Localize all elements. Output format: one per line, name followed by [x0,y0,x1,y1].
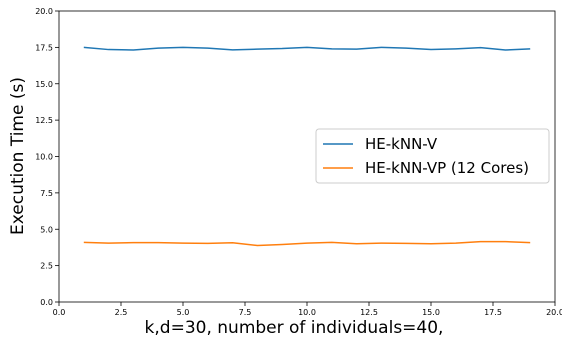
x-tick-label: 15.0 [422,308,440,317]
x-tick-label: 0.0 [53,308,66,317]
x-axis-label: k,d=30, number of individuals=40, [145,318,444,338]
x-tick-label: 20.0 [546,308,562,317]
series-line-1 [83,240,531,247]
y-tick-label: 2.5 [40,262,53,271]
y-tick-label: 15.0 [35,80,53,89]
y-axis-label: Execution Time (s) [8,77,28,235]
plot-frame [58,10,556,303]
y-tick-label: 7.5 [40,189,53,198]
series-line-0 [83,46,531,51]
y-tick-label: 0.0 [40,298,53,307]
x-tick-label: 5.0 [177,308,190,317]
x-axis-ticks: 0.0 2.5 5.0 7.5 10.0 12.5 15.0 17.5 20.0 [53,302,562,317]
y-tick-label: 12.5 [35,116,53,125]
y-tick-label: 17.5 [35,43,53,52]
legend-label-he-knn-v: HE-kNN-V [365,135,438,153]
series-lines [83,46,531,247]
legend-label-he-knn-vp: HE-kNN-VP (12 Cores) [365,159,529,177]
y-tick-label: 5.0 [40,225,53,234]
legend-box [315,128,550,184]
x-tick-label: 12.5 [360,308,378,317]
y-tick-label: 20.0 [35,7,53,16]
x-tick-label: 2.5 [115,308,128,317]
y-tick-label: 10.0 [35,153,53,162]
y-axis-ticks: 0.0 2.5 5.0 7.5 10.0 12.5 15.0 17.5 20.0 [35,7,59,307]
x-tick-label: 10.0 [298,308,316,317]
legend: HE-kNN-V HE-kNN-VP (12 Cores) [315,128,550,184]
x-tick-label: 17.5 [484,308,502,317]
x-tick-label: 7.5 [239,308,252,317]
